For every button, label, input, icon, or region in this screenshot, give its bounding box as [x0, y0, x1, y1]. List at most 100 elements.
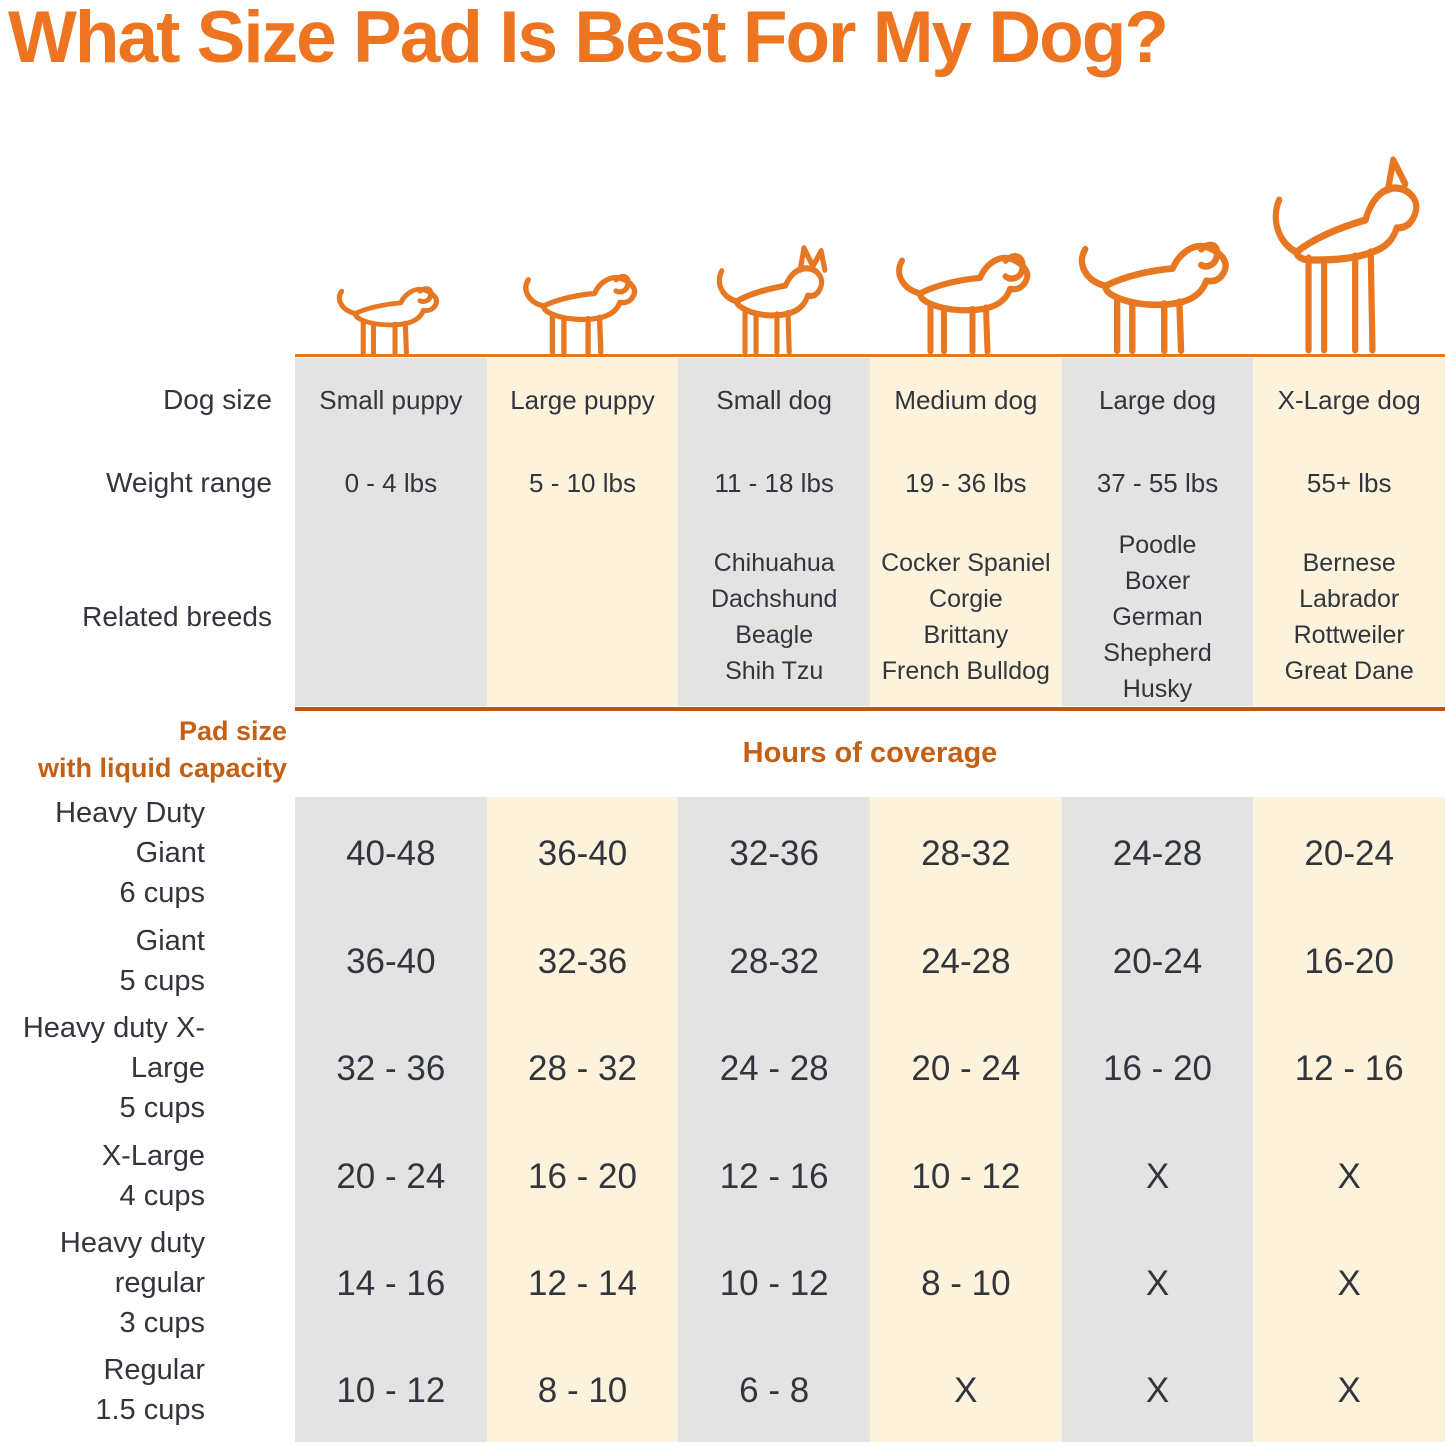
- related-breeds-row: Chihuahua Dachshund Beagle Shih Tzu Cock…: [295, 528, 1445, 706]
- hours-cell: X: [1145, 1157, 1170, 1196]
- pad-row-label: Heavy Duty Giant 6 cups: [55, 797, 205, 909]
- dog-size-cell: X-Large dog: [1277, 384, 1421, 415]
- small-dog-icon: [707, 241, 842, 356]
- pad-row-hours: 40-48 36-40 32-36 28-32 24-28 20-24: [295, 797, 1445, 905]
- medium-dog-icon: [884, 231, 1049, 356]
- breed-item: Corgie: [929, 585, 1003, 613]
- hours-cell: 24-28: [1112, 834, 1203, 873]
- breeds-cell: Cocker Spaniel Corgie Brittany French Bu…: [870, 528, 1062, 706]
- small-puppy-icon: [328, 271, 453, 356]
- breed-item: Rottweiler: [1293, 621, 1405, 649]
- hours-cell: 8 - 10: [921, 1264, 1011, 1303]
- breed-item: Shih Tzu: [725, 657, 824, 685]
- pad-row-label: Heavy duty regular 3 cups: [59, 1227, 205, 1339]
- row-label-related-breeds: Related breeds: [82, 601, 272, 632]
- hours-cell: 16 - 20: [1103, 1049, 1212, 1088]
- pad-row-label: X-Large 4 cups: [101, 1140, 205, 1212]
- dog-size-cell: Large puppy: [510, 384, 655, 415]
- hours-cell: 8 - 10: [537, 1371, 628, 1410]
- breeds-cell: Bernese Labrador Rottweiler Great Dane: [1253, 528, 1445, 706]
- hours-of-coverage-header: Hours of coverage: [742, 736, 998, 769]
- hours-cell: 24 - 28: [719, 1049, 829, 1088]
- hours-cell: 40-48: [346, 834, 436, 873]
- pad-size-header: Pad size with liquid capacity: [37, 716, 287, 783]
- hours-cell: 20-24: [1304, 834, 1394, 873]
- orange-divider-line: [295, 707, 1445, 711]
- hours-cell: 12 - 14: [528, 1264, 637, 1303]
- hours-cell: X: [1337, 1264, 1361, 1303]
- breed-item: Cocker Spaniel: [881, 549, 1051, 577]
- breed-item: Poodle: [1118, 531, 1197, 559]
- hours-cell: 28 - 32: [528, 1049, 637, 1088]
- dog-size-cell: Small puppy: [319, 384, 463, 415]
- hours-cell: 32-36: [729, 834, 819, 873]
- band-small-puppy: [295, 797, 487, 1442]
- hours-cell: 10 - 12: [719, 1264, 829, 1303]
- breed-item: Bernese: [1302, 549, 1396, 577]
- hours-cell: 12 - 16: [1294, 1049, 1404, 1088]
- band-medium-dog: [870, 358, 1062, 706]
- hours-cell: 32-36: [537, 942, 628, 981]
- column-bands-upper: [295, 358, 1445, 706]
- hours-cell: X: [954, 1371, 978, 1410]
- band-large-dog: [1061, 358, 1254, 706]
- weight-cell: 19 - 36 lbs: [905, 467, 1027, 498]
- hours-cell: 10 - 12: [911, 1157, 1021, 1196]
- breed-item: French Bulldog: [881, 657, 1050, 685]
- pad-row-label: Giant 5 cups: [119, 925, 205, 997]
- hours-cell: X: [1145, 1264, 1170, 1303]
- breed-item: German Shepherd: [1103, 603, 1212, 667]
- hours-cell: X: [1337, 1371, 1361, 1410]
- hours-cell: 28-32: [921, 834, 1011, 873]
- weight-range-row: 0 - 4 lbs 5 - 10 lbs 11 - 18 lbs 19 - 36…: [295, 455, 1445, 511]
- breed-item: Dachshund: [710, 585, 838, 613]
- hours-cell: 32 - 36: [336, 1049, 446, 1088]
- row-label-weight-range: Weight range: [105, 467, 272, 498]
- hours-cell: 28-32: [729, 942, 819, 981]
- pad-row-hours: 14 - 16 12 - 14 10 - 12 8 - 10 X X: [295, 1227, 1445, 1335]
- large-dog-icon: [1065, 216, 1250, 356]
- weight-cell: 5 - 10 lbs: [529, 467, 636, 498]
- breeds-cell-empty: [487, 528, 679, 706]
- weight-cell: 37 - 55 lbs: [1096, 467, 1219, 498]
- hours-cell: X: [1337, 1157, 1361, 1196]
- row-label-dog-size: Dog size: [163, 384, 272, 415]
- x-large-dog-icon: [1255, 156, 1445, 356]
- hours-cell: 16 - 20: [528, 1157, 637, 1196]
- band-x-large-dog: [1253, 797, 1445, 1442]
- band-small-dog: [678, 358, 871, 706]
- band-medium-dog: [870, 797, 1062, 1442]
- dog-size-cell: Medium dog: [894, 384, 1038, 415]
- column-bands-lower: [295, 797, 1445, 1442]
- breed-item: Chihuahua: [713, 549, 835, 577]
- band-small-puppy: [295, 358, 487, 706]
- band-large-puppy: [486, 358, 679, 706]
- band-large-dog: [1061, 797, 1254, 1442]
- hours-cell: 12 - 16: [719, 1157, 829, 1196]
- hours-cell: 36-40: [537, 834, 628, 873]
- breeds-cell: Poodle Boxer German Shepherd Husky: [1062, 528, 1254, 706]
- hours-cell: 24-28: [921, 942, 1011, 981]
- weight-cell: 55+ lbs: [1306, 467, 1392, 498]
- band-small-dog: [678, 797, 871, 1442]
- page-title: What Size Pad Is Best For My Dog?: [8, 0, 1169, 78]
- hours-cell: 16-20: [1304, 942, 1394, 981]
- hours-cell: 20-24: [1112, 942, 1203, 981]
- hours-cell: 20 - 24: [336, 1157, 446, 1196]
- pad-row-label: Regular 1.5 cups: [95, 1354, 205, 1426]
- pad-row-hours: 10 - 12 8 - 10 6 - 8 X X X: [295, 1334, 1445, 1442]
- hours-cell: 6 - 8: [739, 1371, 810, 1410]
- breeds-cell-empty: [295, 528, 487, 706]
- hours-cell: X: [1145, 1371, 1170, 1410]
- pad-row-hours: 20 - 24 16 - 20 12 - 16 10 - 12 X X: [295, 1120, 1445, 1228]
- large-puppy-icon: [513, 256, 653, 356]
- dog-size-cell: Large dog: [1098, 384, 1217, 415]
- dog-size-cell: Small dog: [716, 384, 832, 415]
- breeds-cell: Chihuahua Dachshund Beagle Shih Tzu: [678, 528, 870, 706]
- pad-row-hours: 32 - 36 28 - 32 24 - 28 20 - 24 16 - 20 …: [295, 1012, 1445, 1120]
- weight-cell: 0 - 4 lbs: [344, 467, 438, 498]
- hours-cell: 36-40: [346, 942, 436, 981]
- dog-size-row: Small puppy Large puppy Small dog Medium…: [295, 372, 1445, 428]
- breed-item: Great Dane: [1284, 657, 1414, 685]
